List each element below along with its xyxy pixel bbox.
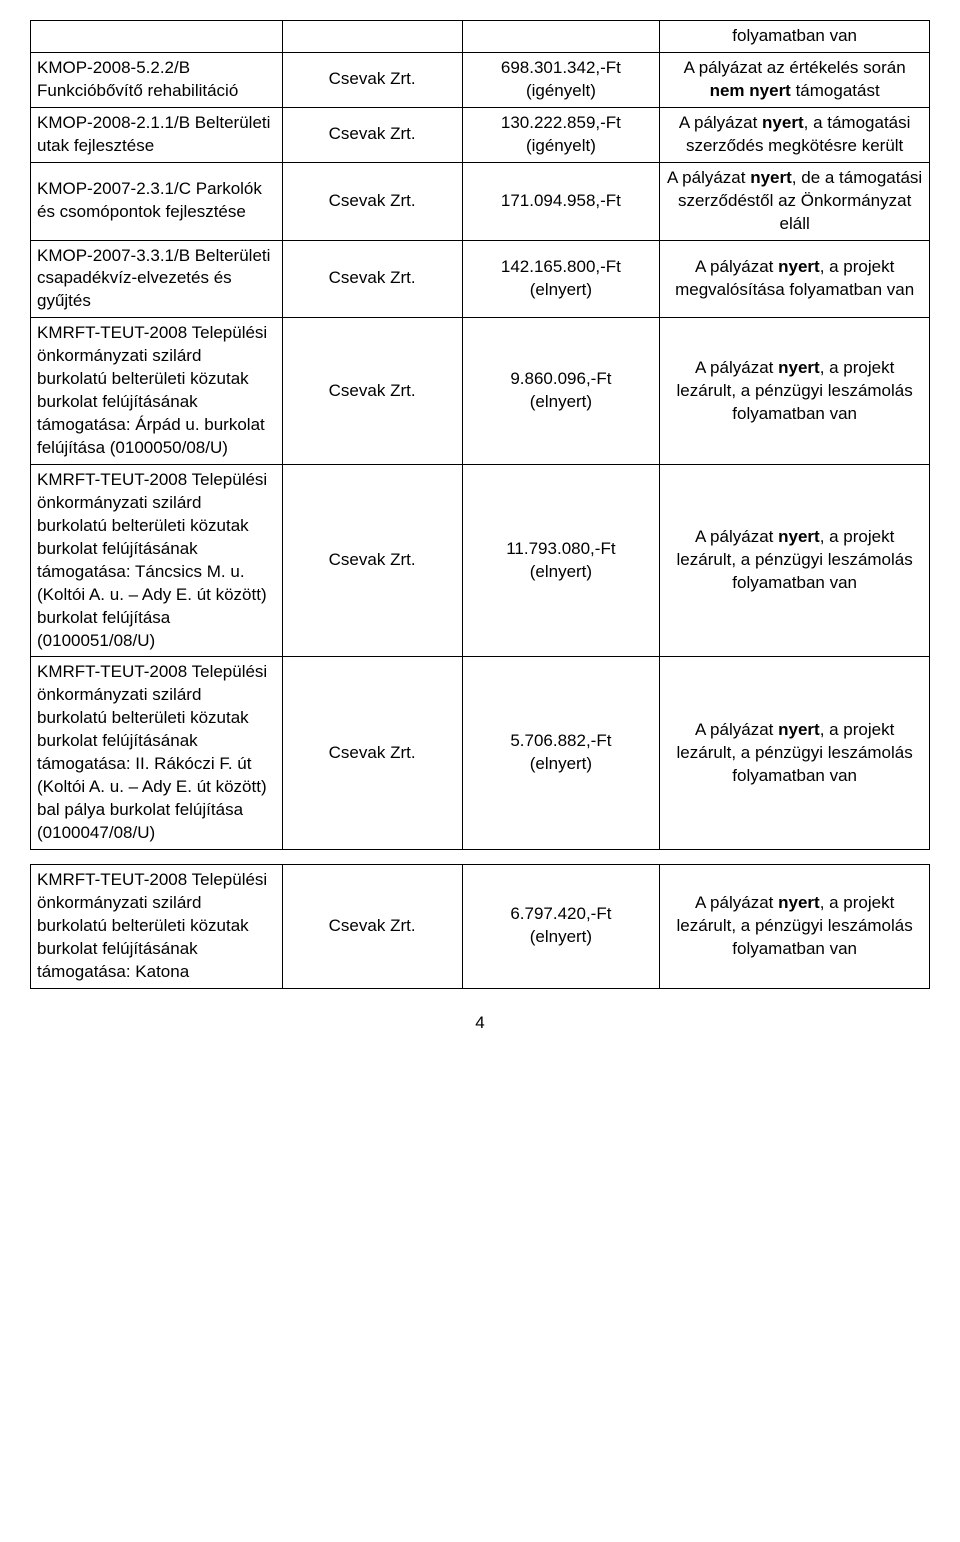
amount-note: (elnyert)	[530, 280, 592, 299]
table-row: KMRFT-TEUT-2008 Települési önkormányzati…	[31, 318, 930, 465]
amount-cell: 11.793.080,-Ft (elnyert)	[462, 464, 660, 657]
amount-note: (elnyert)	[530, 562, 592, 581]
status-post: támogatást	[791, 81, 880, 100]
amount-cell: 9.860.096,-Ft (elnyert)	[462, 318, 660, 465]
applicant-cell: Csevak Zrt.	[282, 657, 462, 850]
cell	[31, 21, 283, 53]
amount-value: 5.706.882,-Ft	[510, 731, 611, 750]
project-cell: KMRFT-TEUT-2008 Települési önkormányzati…	[31, 464, 283, 657]
status-cell: A pályázat nyert, a projekt lezárult, a …	[660, 657, 930, 850]
table-row: KMOP-2007-3.3.1/B Belterületi csapadékví…	[31, 240, 930, 318]
status-bold: nem nyert	[710, 81, 791, 100]
status-bold: nyert	[762, 113, 804, 132]
amount-value: 11.793.080,-Ft	[506, 539, 615, 558]
status-pre: A pályázat	[695, 257, 778, 276]
amount-value: 171.094.958,-Ft	[501, 191, 621, 210]
amount-cell: 698.301.342,-Ft (igényelt)	[462, 52, 660, 107]
status-cell: A pályázat az értékelés során nem nyert …	[660, 52, 930, 107]
amount-note: (elnyert)	[530, 927, 592, 946]
amount-value: 9.860.096,-Ft	[510, 369, 611, 388]
project-cell: KMOP-2007-3.3.1/B Belterületi csapadékví…	[31, 240, 283, 318]
applicant-cell: Csevak Zrt.	[282, 240, 462, 318]
table-row: KMOP-2007-2.3.1/C Parkolók és csomóponto…	[31, 162, 930, 240]
cell	[282, 21, 462, 53]
status-bold: nyert	[778, 893, 820, 912]
applicant-cell: Csevak Zrt.	[282, 107, 462, 162]
amount-cell: 5.706.882,-Ft (elnyert)	[462, 657, 660, 850]
cell: folyamatban van	[660, 21, 930, 53]
project-cell: KMRFT-TEUT-2008 Települési önkormányzati…	[31, 657, 283, 850]
second-table: KMRFT-TEUT-2008 Települési önkormányzati…	[30, 864, 930, 989]
table-row: KMOP-2008-2.1.1/B Belterületi utak fejle…	[31, 107, 930, 162]
applicant-cell: Csevak Zrt.	[282, 464, 462, 657]
status-pre: A pályázat	[695, 527, 778, 546]
applicant-cell: Csevak Zrt.	[282, 864, 462, 988]
status-cell: A pályázat nyert, a projekt lezárult, a …	[660, 318, 930, 465]
amount-note: (elnyert)	[530, 754, 592, 773]
amount-cell: 130.222.859,-Ft (igényelt)	[462, 107, 660, 162]
status-pre: A pályázat	[695, 720, 778, 739]
status-cell: A pályázat nyert, de a támogatási szerző…	[660, 162, 930, 240]
amount-cell: 171.094.958,-Ft	[462, 162, 660, 240]
status-bold: nyert	[778, 358, 820, 377]
status-pre: A pályázat az értékelés során	[684, 58, 906, 77]
amount-value: 6.797.420,-Ft	[510, 904, 611, 923]
table-row: KMRFT-TEUT-2008 Települési önkormányzati…	[31, 464, 930, 657]
project-cell: KMOP-2007-2.3.1/C Parkolók és csomóponto…	[31, 162, 283, 240]
status-pre: A pályázat	[679, 113, 762, 132]
amount-value: 698.301.342,-Ft	[501, 58, 621, 77]
status-cell: A pályázat nyert, a projekt megvalósítás…	[660, 240, 930, 318]
status-pre: A pályázat	[695, 358, 778, 377]
table-row: KMOP-2008-5.2.2/B Funkcióbővítő rehabili…	[31, 52, 930, 107]
project-cell: KMRFT-TEUT-2008 Települési önkormányzati…	[31, 318, 283, 465]
table-row: KMRFT-TEUT-2008 Települési önkormányzati…	[31, 657, 930, 850]
project-cell: KMRFT-TEUT-2008 Települési önkormányzati…	[31, 864, 283, 988]
amount-note: (elnyert)	[530, 392, 592, 411]
project-cell: KMOP-2008-5.2.2/B Funkcióbővítő rehabili…	[31, 52, 283, 107]
cell	[462, 21, 660, 53]
amount-value: 142.165.800,-Ft	[501, 257, 621, 276]
status-bold: nyert	[750, 168, 792, 187]
status-bold: nyert	[778, 527, 820, 546]
status-cell: A pályázat nyert, a támogatási szerződés…	[660, 107, 930, 162]
main-table: folyamatban van KMOP-2008-5.2.2/B Funkci…	[30, 20, 930, 850]
applicant-cell: Csevak Zrt.	[282, 52, 462, 107]
status-bold: nyert	[778, 257, 820, 276]
table-row: folyamatban van	[31, 21, 930, 53]
amount-note: (igényelt)	[526, 81, 596, 100]
amount-cell: 6.797.420,-Ft (elnyert)	[462, 864, 660, 988]
status-cell: A pályázat nyert, a projekt lezárult, a …	[660, 464, 930, 657]
applicant-cell: Csevak Zrt.	[282, 318, 462, 465]
status-cell: A pályázat nyert, a projekt lezárult, a …	[660, 864, 930, 988]
applicant-cell: Csevak Zrt.	[282, 162, 462, 240]
status-pre: A pályázat	[695, 893, 778, 912]
amount-note: (igényelt)	[526, 136, 596, 155]
amount-value: 130.222.859,-Ft	[501, 113, 621, 132]
page-number: 4	[30, 1013, 930, 1033]
table-row: KMRFT-TEUT-2008 Települési önkormányzati…	[31, 864, 930, 988]
status-pre: A pályázat	[667, 168, 750, 187]
status-bold: nyert	[778, 720, 820, 739]
amount-cell: 142.165.800,-Ft (elnyert)	[462, 240, 660, 318]
project-cell: KMOP-2008-2.1.1/B Belterületi utak fejle…	[31, 107, 283, 162]
